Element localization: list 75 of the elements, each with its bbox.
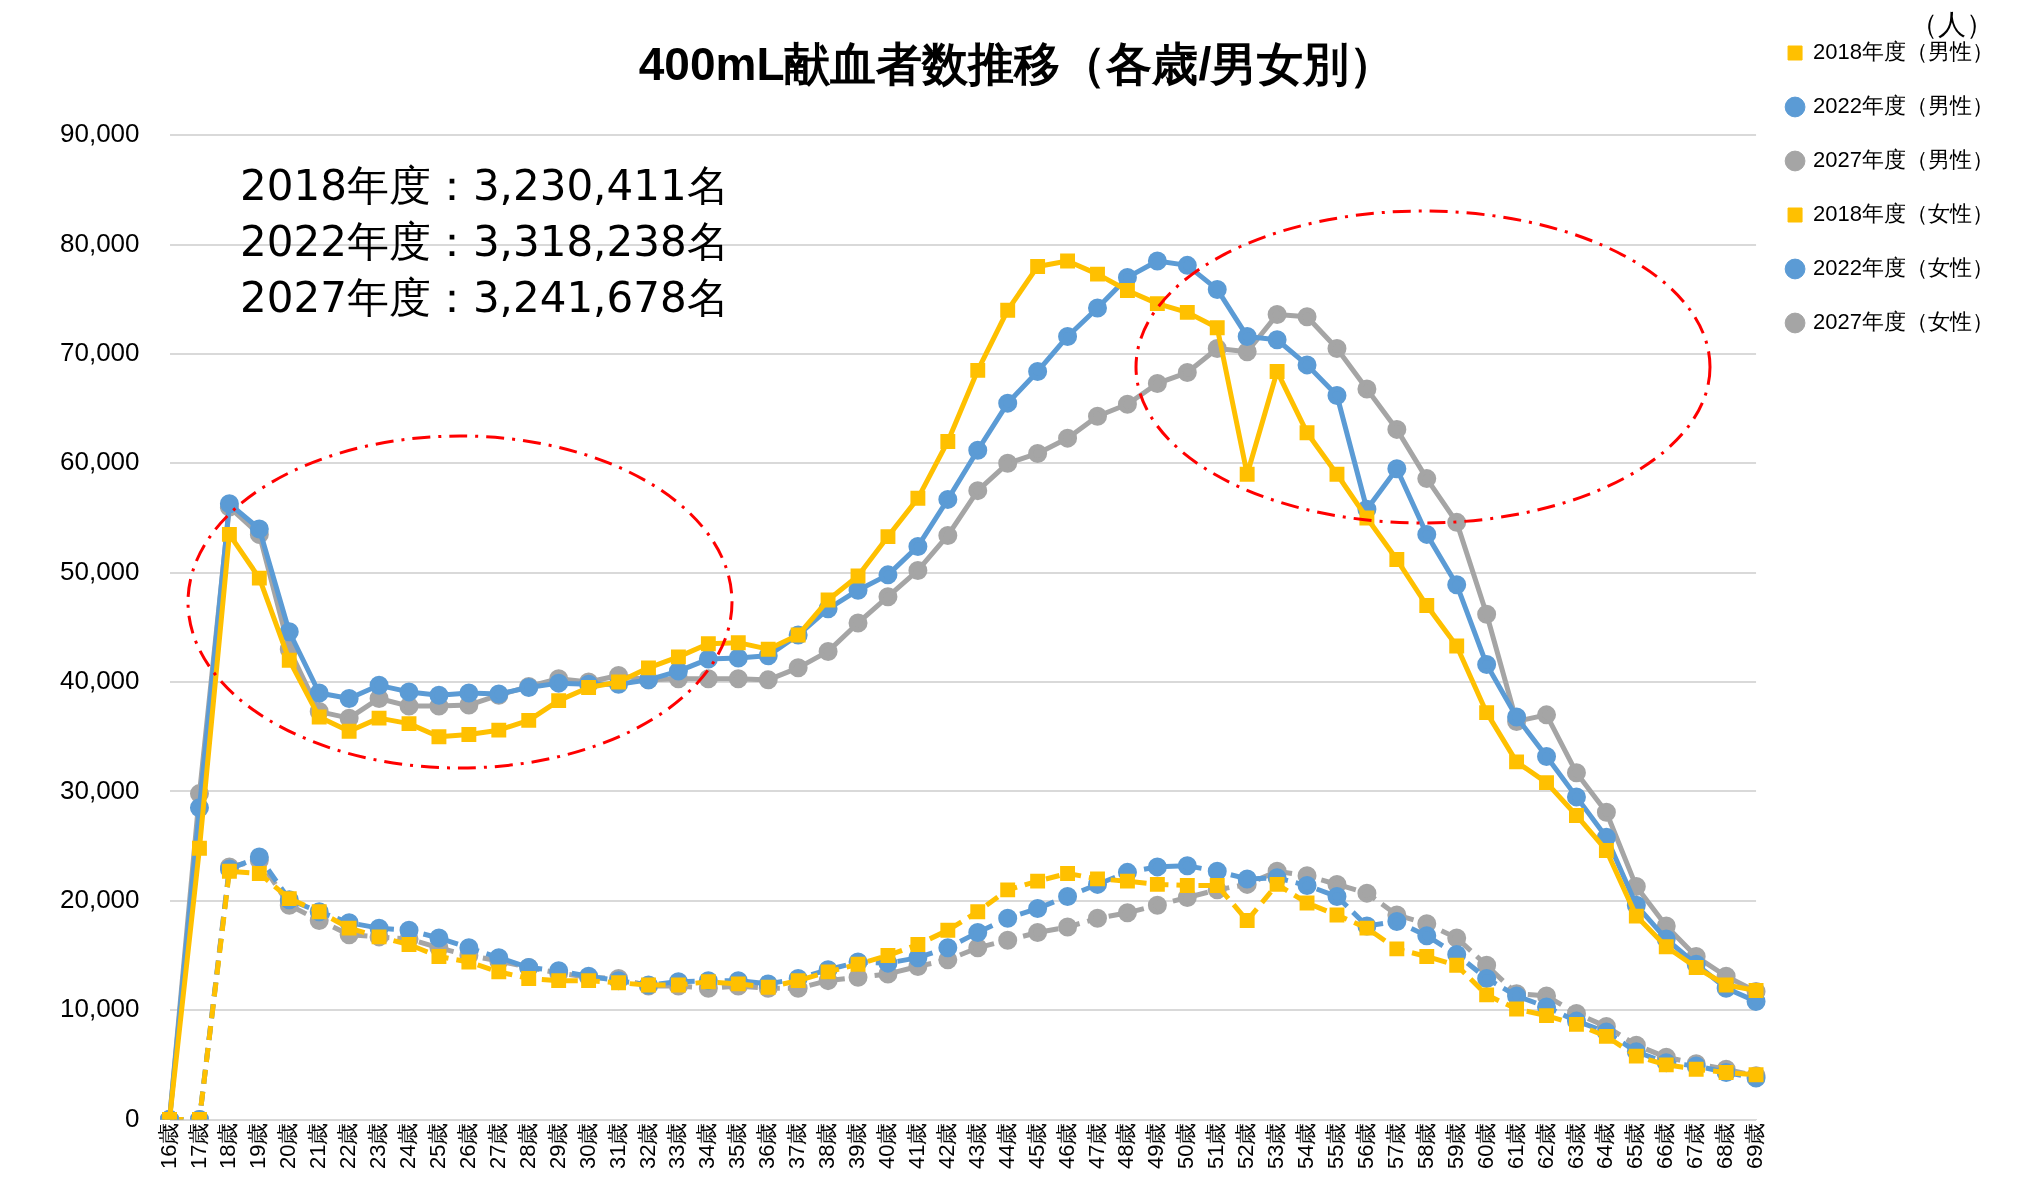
x-tick-label: 47歳 [1083,1122,1109,1170]
x-tick-label: 50歳 [1173,1122,1199,1170]
x-tick-label: 36歳 [754,1122,780,1170]
x-tick-label: 25歳 [425,1122,450,1170]
y-tick-label: 10,000 [59,993,140,1024]
x-tick-label: 22歳 [335,1122,361,1170]
y-tick-label: 30,000 [59,774,140,805]
legend-label: 2022年度（女性） [1813,255,1995,281]
x-tick-label: 20歳 [275,1122,301,1170]
x-tick-label: 29歳 [544,1122,570,1170]
legend-label: 2018年度（男性） [1813,39,1995,65]
x-tick-label: 39歳 [844,1122,870,1170]
x-tick-label: 67歳 [1682,1122,1708,1170]
x-tick-label: 43歳 [963,1122,989,1170]
y-tick-label: 50,000 [59,555,140,586]
y-tick-label: 40,000 [59,665,140,696]
x-tick-label: 57歳 [1382,1122,1408,1170]
x-tick-label: 54歳 [1293,1122,1319,1170]
legend-label: 2018年度（女性） [1813,201,1995,227]
text: （人） [1910,7,1994,41]
y-tick-label: 20,000 [59,883,140,914]
x-tick-label: 68歳 [1712,1122,1738,1170]
y-tick-label: 90,000 [59,118,140,149]
x-tick-label: 18歳 [215,1122,241,1170]
x-tick-label: 40歳 [874,1122,900,1170]
y-tick-label: 70,000 [59,337,140,368]
x-tick-label: 28歳 [514,1122,540,1170]
x-tick-label: 37歳 [784,1122,810,1170]
x-tick-label: 30歳 [574,1122,600,1170]
annotation: 2018年度：3,230,411名 [240,160,729,212]
x-tick-label: 33歳 [664,1122,690,1170]
x-tick-label: 26歳 [454,1122,480,1170]
x-tick-label: 17歳 [185,1122,211,1170]
x-tick-label: 61歳 [1502,1122,1528,1170]
x-tick-label: 19歳 [245,1122,271,1170]
x-tick-label: 55歳 [1323,1122,1349,1170]
x-tick-label: 38歳 [814,1122,840,1170]
x-tick-label: 34歳 [694,1122,720,1170]
x-tick-label: 42歳 [933,1122,959,1170]
legend-label: 2022年度（男性） [1813,93,1995,119]
x-tick-label: 27歳 [484,1122,510,1170]
x-tick-label: 66歳 [1652,1122,1678,1170]
y-tick-label: 60,000 [59,446,140,477]
x-tick-label: 48歳 [1113,1122,1139,1170]
annotation: 2022年度：3,318,238名 [240,216,729,268]
x-tick-label: 21歳 [305,1122,331,1170]
x-tick-label: 60歳 [1472,1122,1498,1170]
x-tick-label: 59歳 [1442,1122,1468,1170]
x-tick-label: 53歳 [1263,1122,1289,1170]
chart-title: 400mL献血者数推移（各歳/男女別） [638,38,1396,91]
x-tick-label: 69歳 [1742,1122,1768,1170]
x-tick-label: 49歳 [1143,1122,1169,1170]
x-tick-label: 58歳 [1412,1122,1438,1170]
y-tick-label: 80,000 [59,227,140,258]
legend-label: 2027年度（女性） [1813,309,1995,335]
x-tick-label: 64歳 [1592,1122,1618,1170]
y-tick-label: 0 [125,1102,140,1133]
x-tick-label: 41歳 [903,1122,929,1170]
x-tick-label: 16歳 [155,1122,181,1170]
x-tick-label: 52歳 [1233,1122,1259,1170]
x-tick-label: 56歳 [1352,1122,1378,1170]
x-tick-label: 45歳 [1023,1122,1049,1170]
annotation: 2027年度：3,241,678名 [240,272,729,324]
x-tick-label: 23歳 [365,1122,391,1170]
x-tick-label: 51歳 [1203,1122,1229,1170]
x-tick-label: 24歳 [395,1122,421,1170]
x-tick-label: 46歳 [1053,1122,1079,1170]
x-tick-label: 62歳 [1532,1122,1558,1170]
x-tick-label: 44歳 [993,1122,1019,1170]
x-tick-label: 63歳 [1562,1122,1588,1170]
x-tick-label: 31歳 [604,1122,630,1170]
x-tick-label: 35歳 [724,1122,750,1170]
x-tick-label: 32歳 [634,1122,660,1170]
legend-label: 2027年度（男性） [1813,147,1995,173]
x-tick-label: 65歳 [1622,1122,1648,1170]
